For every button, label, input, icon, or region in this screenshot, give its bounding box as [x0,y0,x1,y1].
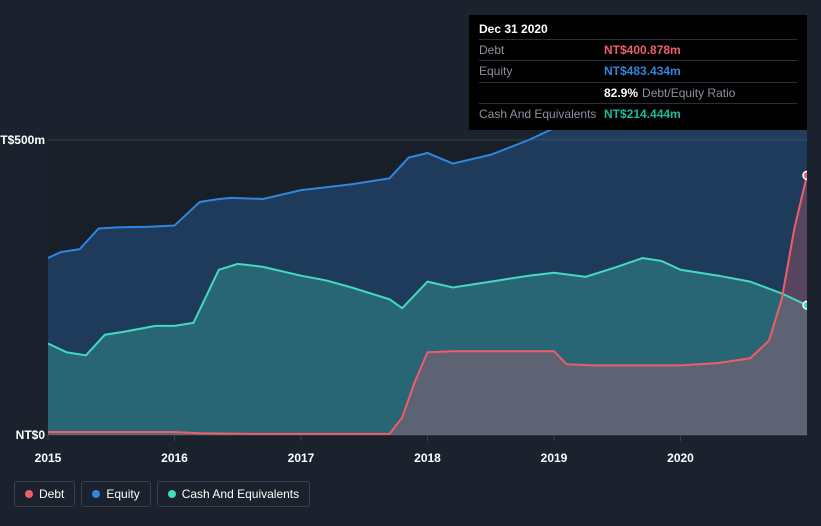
legend-item[interactable]: Cash And Equivalents [157,481,310,507]
legend-label: Debt [39,487,64,501]
legend-dot-icon [92,490,100,498]
x-axis-label: 2017 [288,451,315,465]
tooltip-row: EquityNT$483.434m [479,60,797,81]
series-end-marker [803,301,807,309]
tooltip-label: Cash And Equivalents [479,106,604,122]
tooltip-rows: DebtNT$400.878mEquityNT$483.434m82.9%Deb… [479,39,797,124]
x-axis-label: 2015 [35,451,62,465]
tooltip-value: NT$214.444m [604,106,681,122]
legend-item[interactable]: Equity [81,481,150,507]
tooltip-value-suffix: Debt/Equity Ratio [642,86,735,100]
tooltip-title: Dec 31 2020 [479,21,797,39]
legend-label: Equity [106,487,139,501]
tooltip-row: Cash And EquivalentsNT$214.444m [479,103,797,124]
y-axis-label: NT$0 [16,428,45,442]
x-axis-label: 2018 [414,451,441,465]
legend-dot-icon [168,490,176,498]
legend: Debt Equity Cash And Equivalents [14,481,310,507]
tooltip-row: DebtNT$400.878m [479,39,797,60]
tooltip: Dec 31 2020 DebtNT$400.878mEquityNT$483.… [469,15,807,130]
x-axis-label: 2020 [667,451,694,465]
legend-item[interactable]: Debt [14,481,75,507]
tooltip-row: 82.9%Debt/Equity Ratio [479,82,797,103]
x-axis-label: 2019 [541,451,568,465]
tooltip-label: Debt [479,42,604,58]
legend-dot-icon [25,490,33,498]
tooltip-label: Equity [479,63,604,79]
tooltip-value: NT$483.434m [604,63,681,79]
legend-label: Cash And Equivalents [182,487,299,501]
tooltip-label [479,85,604,101]
y-axis-label: NT$500m [0,133,45,147]
x-axis-label: 2016 [161,451,188,465]
series-end-marker [803,171,807,179]
tooltip-value: 82.9%Debt/Equity Ratio [604,85,735,101]
tooltip-value: NT$400.878m [604,42,681,58]
